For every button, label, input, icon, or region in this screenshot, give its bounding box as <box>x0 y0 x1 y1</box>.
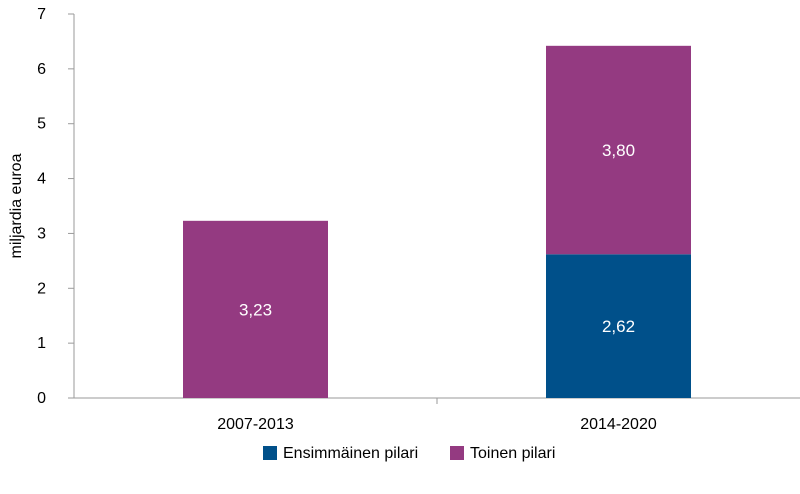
bars: 3,23 2,62 3,80 <box>183 45 691 398</box>
y-tick-label: 3 <box>37 225 46 242</box>
y-tick-label: 0 <box>37 390 46 407</box>
y-axis-label: miljardia euroa <box>8 153 25 258</box>
y-tick-label: 2 <box>37 280 46 297</box>
x-tick-label: 2007-2013 <box>217 416 294 433</box>
legend-label: Toinen pilari <box>470 445 555 462</box>
bar-segment <box>546 254 691 398</box>
data-label: 2,62 <box>602 317 635 336</box>
x-tick-label: 2014-2020 <box>580 416 657 433</box>
legend: Ensimmäinen pilari Toinen pilari <box>263 445 555 462</box>
legend-swatch <box>450 446 464 460</box>
x-ticks: 2007-2013 2014-2020 <box>217 398 657 433</box>
legend-swatch <box>263 446 277 460</box>
y-tick-label: 7 <box>37 6 46 23</box>
legend-label: Ensimmäinen pilari <box>283 445 418 462</box>
y-ticks: 0 1 2 3 4 5 6 7 <box>37 6 74 407</box>
bar-segment <box>183 220 328 398</box>
data-label: 3,23 <box>239 300 272 319</box>
y-tick-label: 4 <box>37 171 46 188</box>
y-tick-label: 6 <box>37 61 46 78</box>
bar-segment <box>546 45 691 255</box>
data-label: 3,80 <box>602 141 635 160</box>
y-tick-label: 1 <box>37 335 46 352</box>
y-tick-label: 5 <box>37 116 46 133</box>
